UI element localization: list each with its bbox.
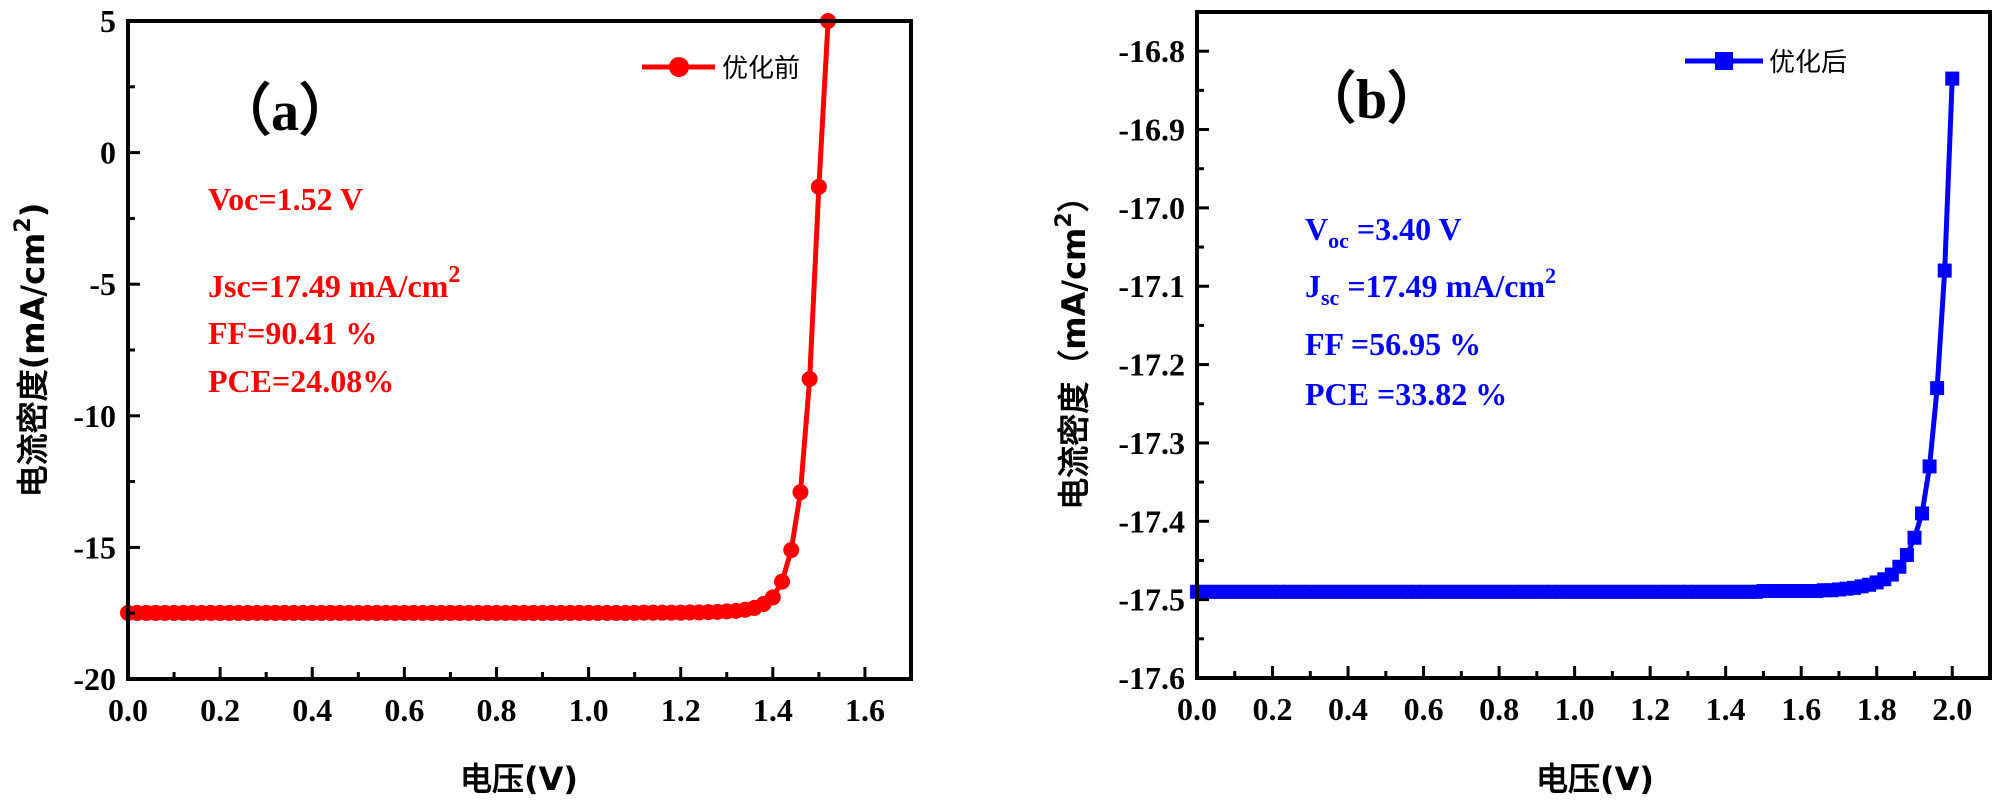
- chart-b-ylabel-main: 电流密度（mA/cm: [1055, 228, 1093, 510]
- chart-b-jsc-sub: sc: [1321, 285, 1340, 310]
- chart-b-legend-label: 优化后: [1769, 48, 1847, 78]
- chart-b-xtick-label: 0.6: [1404, 691, 1444, 727]
- chart-b-voc-rest: =3.40 V: [1349, 211, 1462, 247]
- chart-a-plot-frame: [126, 19, 913, 681]
- chart-a-ytick-label: -20: [73, 661, 116, 697]
- chart-a-legend-label: 优化前: [722, 54, 800, 84]
- chart-a-ylabel: 电流密度(mA/cm2): [11, 203, 52, 498]
- chart-b-jsc-rest: =17.49 mA/cm: [1339, 268, 1545, 304]
- chart-b-ytick-label: -17.4: [1118, 503, 1185, 539]
- chart-a-xtick-label: 1.6: [845, 692, 885, 728]
- chart-a-xtick-label: 0.8: [476, 692, 516, 728]
- chart-a-annotations: Voc=1.52 V Jsc=17.49 mA/cm2 FF=90.41 % P…: [208, 181, 460, 399]
- chart-a-pce: PCE=24.08%: [208, 363, 394, 399]
- chart-b-data-point: [1937, 263, 1952, 278]
- chart-b-jsc: Jsc =17.49 mA/cm2: [1305, 263, 1556, 310]
- chart-a-xtick-label: 0.2: [200, 692, 240, 728]
- chart-b-jsc-sup: 2: [1545, 263, 1556, 288]
- chart-b-ytick-label: -17.6: [1118, 660, 1185, 696]
- chart-a-jsc-sup: 2: [448, 262, 460, 288]
- chart-a-data-point: [801, 370, 818, 387]
- chart-b-data-point: [1907, 530, 1922, 545]
- chart-b-xtick-label: 1.0: [1555, 691, 1595, 727]
- chart-b-ytick-label: -17.2: [1118, 347, 1185, 383]
- chart-a-jsc-main: Jsc=17.49 mA/cm: [208, 268, 449, 304]
- chart-b-legend-marker: [1715, 52, 1733, 70]
- chart-b-jsc-main: J: [1305, 268, 1321, 304]
- chart-b-data-point: [1892, 559, 1907, 574]
- chart-b: 0.0 0.2 0.4 0.6 0.8 1.0 1.2 1.4 1.6 1.8 2.0 -16.8 -…: [1052, 10, 1992, 798]
- chart-b-data-point: [1922, 459, 1937, 474]
- chart-b-ytick-label: -17.5: [1118, 582, 1185, 618]
- chart-b-ylabel-sup: 2: [1052, 212, 1077, 227]
- chart-b-xtick-label: 0.0: [1177, 691, 1217, 727]
- chart-a-xtick-label: 1.4: [753, 692, 793, 728]
- chart-b-annotations: Voc =3.40 V Jsc =17.49 mA/cm2 FF =56.95 …: [1305, 211, 1556, 412]
- chart-b-xtick-label: 0.2: [1253, 691, 1293, 727]
- chart-a-jsc: Jsc=17.49 mA/cm2: [208, 262, 460, 304]
- chart-a-ytick-label: 0: [100, 135, 116, 171]
- chart-a-xtick-label: 0.6: [384, 692, 424, 728]
- chart-a-data-point: [783, 542, 800, 559]
- chart-a-data-point: [792, 484, 809, 501]
- chart-b-xtick-label: 0.8: [1479, 691, 1519, 727]
- chart-b-ytick-label: -17.1: [1118, 268, 1185, 304]
- chart-b-ylabel: 电流密度（mA/cm2）: [1052, 180, 1093, 509]
- chart-a-ytick-label: -5: [89, 266, 116, 302]
- chart-b-ff: FF =56.95 %: [1305, 326, 1481, 362]
- chart-a-ytick-label: -15: [73, 529, 116, 565]
- chart-a-ytick-label: 5: [100, 3, 116, 39]
- chart-b-xtick-label: 1.8: [1857, 691, 1897, 727]
- chart-a-xtick-label: 1.0: [569, 692, 609, 728]
- chart-b-xtick-label: 1.4: [1706, 691, 1746, 727]
- chart-b-panel-label: （b）: [1300, 68, 1443, 131]
- chart-a-voc: Voc=1.52 V: [208, 181, 363, 217]
- chart-b-xlabel: 电压(V): [1536, 760, 1654, 798]
- chart-a-xtick-label: 0.0: [108, 692, 148, 728]
- chart-b-data-point: [1930, 381, 1945, 396]
- chart-b-xtick-label: 1.2: [1630, 691, 1670, 727]
- chart-a-data-point: [764, 589, 781, 606]
- chart-b-ytick-label: -17.0: [1118, 190, 1185, 226]
- chart-b-xtick-label: 2.0: [1932, 691, 1972, 727]
- chart-a-ylabel-sup: 2: [11, 217, 36, 232]
- chart-a-xtick-label: 0.4: [292, 692, 332, 728]
- chart-b-ytick-label: -16.8: [1118, 33, 1185, 69]
- chart-a-ytick-label: -10: [73, 398, 116, 434]
- chart-b-xtick-label: 0.4: [1328, 691, 1368, 727]
- chart-b-data-point: [1945, 71, 1960, 86]
- chart-a: 0.0 0.2 0.4 0.6 0.8 1.0 1.2 1.4 1.6 5 0 -5 -10 -15 -2…: [11, 3, 913, 798]
- chart-b-data-point: [1915, 506, 1930, 521]
- chart-b-voc-main: V: [1305, 211, 1328, 247]
- chart-a-legend-marker: [669, 57, 689, 77]
- chart-a-ff: FF=90.41 %: [208, 315, 377, 351]
- chart-b-xtick-label: 1.6: [1781, 691, 1821, 727]
- chart-b-ytick-label: -16.9: [1118, 112, 1185, 148]
- chart-b-voc-sub: oc: [1328, 228, 1349, 253]
- chart-a-ylabel-end: ): [14, 203, 52, 218]
- chart-a-panel-label: （a）: [215, 80, 355, 143]
- chart-b-plot-frame: [1195, 10, 1992, 680]
- chart-a-xlabel: 电压(V): [460, 760, 578, 798]
- chart-b-voc: Voc =3.40 V: [1305, 211, 1462, 253]
- chart-a-ylabel-main: 电流密度(mA/cm: [14, 233, 52, 498]
- chart-a-xtick-label: 1.2: [661, 692, 701, 728]
- chart-b-ylabel-end: ）: [1055, 180, 1093, 212]
- chart-a-data-point: [810, 178, 827, 195]
- chart-b-legend: 优化后: [1685, 48, 1847, 78]
- chart-b-pce: PCE =33.82 %: [1305, 376, 1507, 412]
- chart-a-data-point: [774, 573, 791, 590]
- chart-b-data-point: [1899, 547, 1914, 562]
- chart-a-legend: 优化前: [642, 54, 800, 84]
- chart-b-ytick-label: -17.3: [1118, 425, 1185, 461]
